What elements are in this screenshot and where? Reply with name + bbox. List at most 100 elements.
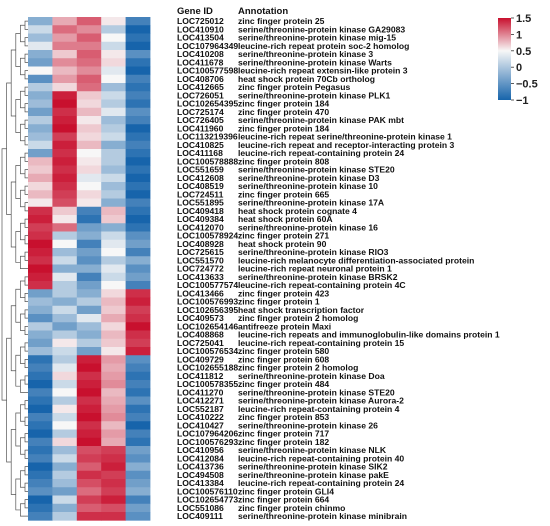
heatmap-cell [28,99,53,109]
heatmap-cell [28,355,53,364]
heatmap-cell [125,132,151,142]
heatmap-cell [101,289,126,298]
dendrogram-branch [24,326,28,335]
heatmap-cell [28,132,53,142]
heatmap-cell [28,322,53,331]
heatmap-cell [52,330,78,340]
gene-id-label: LOC100576993 [177,297,238,307]
heatmap-cell [28,462,53,472]
heatmap-cell [52,305,78,315]
heatmap-cell [76,487,102,496]
heatmap-cell [28,512,53,521]
heatmap-cell [101,99,126,109]
heatmap-cell [101,231,126,241]
heatmap-cell [76,404,102,414]
heatmap-cell [101,462,126,472]
annotation-label: leucine-rich repeat-containing protein 4… [238,453,404,463]
heatmap-cell [76,289,102,298]
annotation-label: leucine-rich repeat protein soc-2 homolo… [238,41,409,51]
dendrogram-branch [24,466,28,476]
annotation-label: serine/threonine-protein kinase PAK mbt [238,115,404,125]
heatmap-cell [28,17,53,26]
colorbar-tick-label: 1.5 [516,13,531,25]
dendrogram-branch [24,342,28,352]
heatmap-cell [101,149,126,158]
heatmap-cell [101,50,126,59]
heatmap-cell [101,355,126,364]
heatmap-cell [52,132,78,142]
colorbar-tick-label: −1 [516,95,529,107]
heatmap-cell [76,107,102,117]
heatmap-cell [125,50,151,59]
heatmap-cell [101,330,126,340]
annotation-label: leucine-rich repeat and receptor-interac… [238,140,455,150]
gene-id-label: LOC102656395 [177,305,238,315]
column-label: Dec [80,524,97,526]
column-label: Feb [129,524,146,526]
heatmap-cell [101,83,126,92]
heatmap-cell [101,503,126,513]
heatmap-cell [52,107,78,117]
heatmap-cell [52,157,78,166]
heatmap-cell [101,165,126,175]
heatmap-cell [28,239,53,249]
heatmap-cell [125,495,151,505]
heatmap-cell [28,404,53,414]
gene-id-label: LOC413384 [177,478,224,488]
gene-id-label: LOC726051 [177,90,224,100]
annotation-label: serine/threonine-protein kinase pakE [238,470,389,480]
heatmap-cell [28,83,53,92]
heatmap-cell [125,289,151,298]
heatmap-cell [76,512,102,521]
annotation-label: heat shock transcription factor [238,305,365,315]
annotation-label: zinc finger protein 665 [238,189,329,199]
heatmap-cell [52,380,78,389]
heatmap-cell [76,330,102,340]
annotation-label: serine/threonine-protein kinase SIK2 [238,462,388,472]
dendrogram-branch [20,222,25,241]
heatmap-cell [52,83,78,92]
heatmap-cell [28,50,53,59]
gene-id-label: LOC409384 [177,214,224,224]
column-label: Jul [33,524,47,526]
dendrogram-branch [20,123,25,142]
heatmap-cell [28,256,53,265]
gene-id-label: LOC107964206 [177,429,238,439]
heatmap-cell [101,215,126,224]
gene-id-label: LOC409573 [177,313,224,323]
dendrogram-branch [20,404,25,422]
annotation-label: serine/threonine-protein kinase mig-15 [238,33,396,43]
heatmap-cell [52,487,78,496]
annotation-label: zinc finger protein 184 [238,99,329,109]
colorbar-tick-label: 0.5 [516,46,531,58]
heatmap-cell [76,256,102,265]
heatmap-cell [28,413,53,422]
heatmap-cell [76,503,102,513]
heatmap-cell [76,165,102,175]
annotation-label: heat shock protein cognate 4 [238,206,357,216]
dendrogram-branch [24,119,28,129]
gene-id-label: LOC410825 [177,140,224,150]
heatmap-cell [125,256,151,265]
heatmap-cell [101,116,126,125]
heatmap-cell [101,388,126,397]
heatmap-cell [28,124,53,133]
heatmap-cell [28,330,53,340]
heatmap-cell [101,495,126,505]
heatmap-cell [76,380,102,389]
heatmap-cell [28,91,53,100]
dendrogram-branch [6,82,12,215]
annotation-label: leucine-rich repeat-containing protein 4… [238,280,406,290]
heatmap-cell [52,363,78,373]
gene-id-label: LOC724772 [177,264,224,274]
heatmap-cell [52,173,78,183]
heatmap-cell [125,314,151,323]
dendrogram-branch [20,346,25,364]
heatmap-cell [125,479,151,488]
dendrogram-branch [24,152,28,162]
annotation-label: serine/threonine-protein kinase NLK [238,445,387,455]
column-label: Jan [105,524,122,526]
dendrogram-branch [24,20,28,30]
heatmap-cell [125,33,151,43]
